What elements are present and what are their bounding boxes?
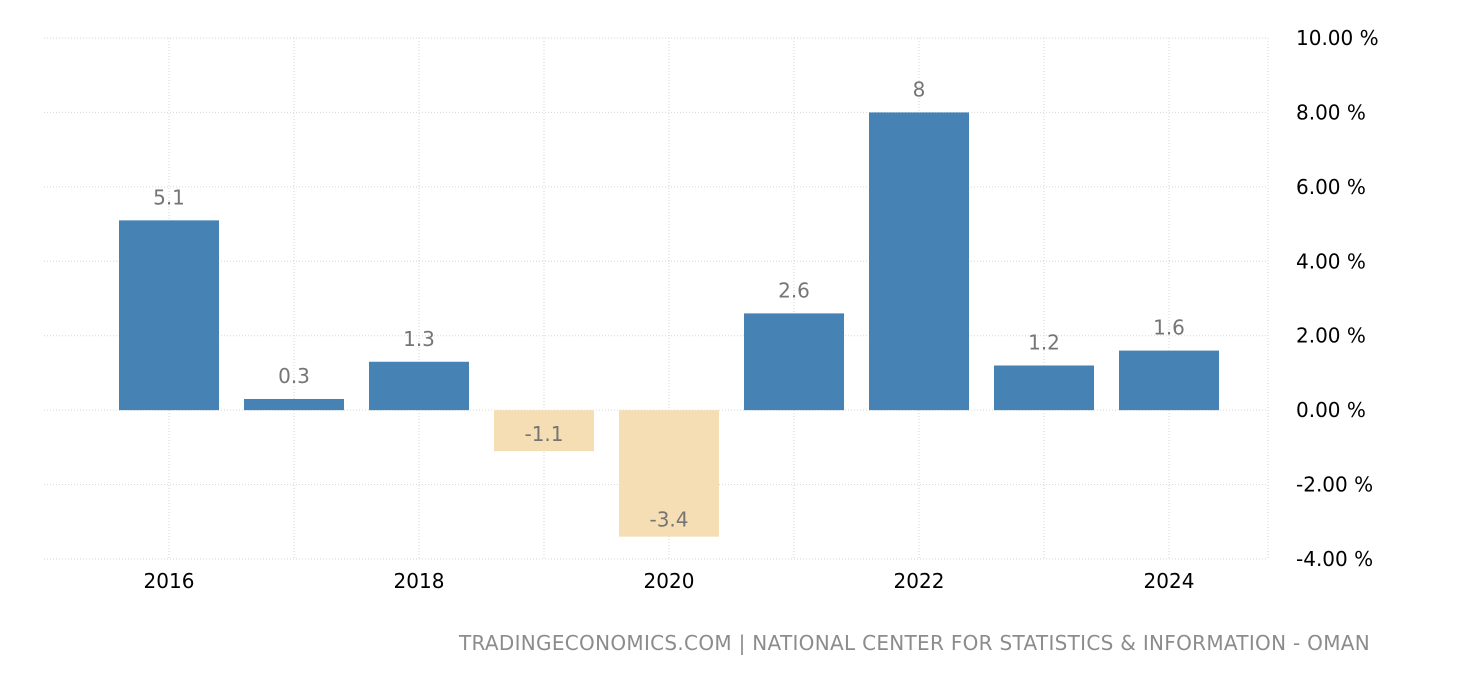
y-axis-tick-labels: 10.00 % 8.00 % 6.00 % 4.00 % 2.00 % 0.00 % -2.…	[1296, 26, 1379, 571]
y-tick-label: -4.00 %	[1296, 547, 1373, 571]
x-tick-label: 2018	[394, 569, 445, 593]
bar-2022[interactable]	[869, 112, 969, 411]
bar-2020[interactable]	[619, 410, 719, 537]
data-label-2023: 1.2	[1028, 330, 1060, 354]
data-label-2022: 8	[913, 77, 926, 101]
bar-2024[interactable]	[1119, 350, 1219, 411]
data-label-2018: 1.3	[403, 327, 435, 351]
data-label-2020: -3.4	[649, 508, 688, 532]
data-label-2019: -1.1	[524, 422, 563, 446]
x-tick-label: 2020	[644, 569, 695, 593]
data-label-2016: 5.1	[153, 185, 185, 209]
source-caption: TRADINGECONOMICS.COM | NATIONAL CENTER F…	[458, 631, 1370, 655]
y-tick-label: 10.00 %	[1296, 26, 1379, 50]
y-tick-label: 2.00 %	[1296, 324, 1366, 348]
bar-2023[interactable]	[994, 365, 1094, 411]
y-tick-label: 8.00 %	[1296, 100, 1366, 124]
y-tick-label: -2.00 %	[1296, 473, 1373, 497]
data-label-2024: 1.6	[1153, 316, 1185, 340]
bar-2018[interactable]	[369, 361, 469, 411]
x-axis-tick-labels: 2016 2018 2020 2022 2024	[144, 569, 1195, 593]
y-tick-label: 6.00 %	[1296, 175, 1366, 199]
x-tick-label: 2022	[894, 569, 945, 593]
y-tick-label: 4.00 %	[1296, 249, 1366, 273]
data-label-2021: 2.6	[778, 278, 810, 302]
data-label-2017: 0.3	[278, 364, 310, 388]
bars	[119, 112, 1219, 537]
bar-2019[interactable]	[494, 410, 594, 452]
x-tick-label: 2016	[144, 569, 195, 593]
y-tick-label: 0.00 %	[1296, 398, 1366, 422]
bar-2021[interactable]	[744, 313, 844, 411]
x-tick-label: 2024	[1144, 569, 1195, 593]
bar-2016[interactable]	[119, 220, 219, 411]
value-labels: 5.1 0.3 1.3 -1.1 -3.4 2.6 8 1.2 1.6	[153, 77, 1185, 531]
bar-2017[interactable]	[244, 398, 344, 411]
